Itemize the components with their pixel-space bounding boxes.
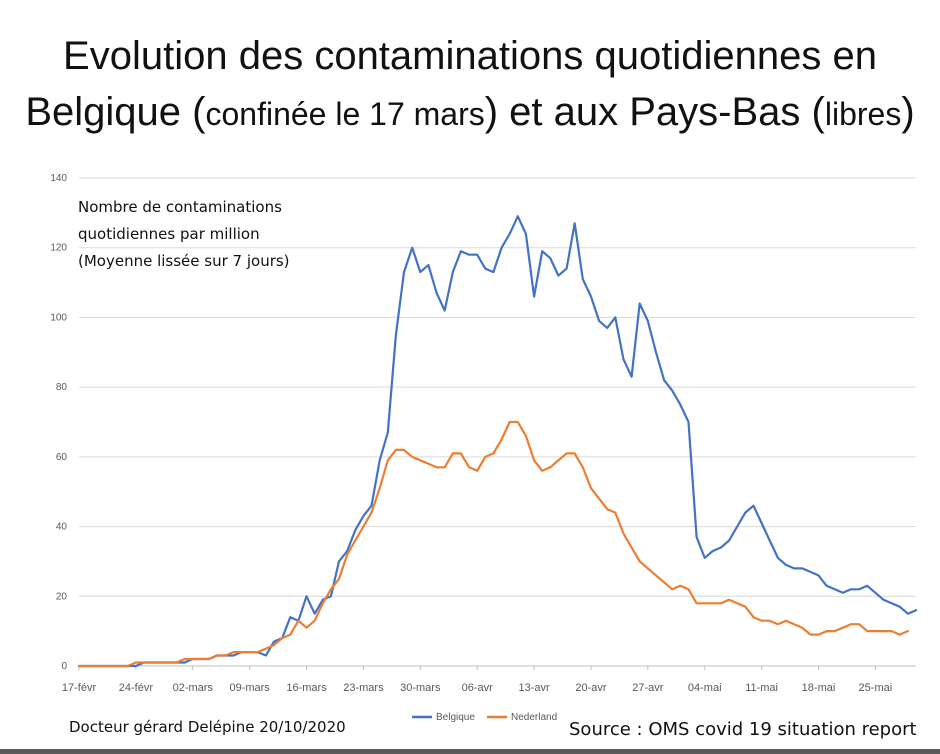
x-tick-label: 18-mai <box>802 682 836 694</box>
annotation-line-2: quotidiennes par million <box>78 225 260 243</box>
y-tick-label: 20 <box>56 591 68 602</box>
legend-label-nederland: Nederland <box>511 712 557 723</box>
y-tick-label: 80 <box>56 382 68 393</box>
x-tick-label: 13-avr <box>518 682 550 694</box>
y-axis-ticks: 0 20 40 60 80 100 120 140 <box>50 173 67 672</box>
x-tick-label: 27-avr <box>632 682 664 694</box>
x-tick-label: 02-mars <box>173 682 214 694</box>
series-line-belgique <box>77 215 918 668</box>
x-tick-label: 04-mai <box>688 682 722 694</box>
title-line-1: Evolution des contaminations quotidienne… <box>63 34 877 78</box>
x-tick-label: 11-mai <box>745 682 778 694</box>
gridlines <box>79 177 916 667</box>
x-tick-label: 17-févr <box>62 682 97 694</box>
title-line-2: Belgique (confinée le 17 mars) et aux Pa… <box>25 90 915 134</box>
y-tick-label: 100 <box>50 312 67 323</box>
source-note: Source : OMS covid 19 situation report <box>569 719 917 740</box>
y-tick-label: 60 <box>56 452 68 463</box>
series-lines <box>77 215 918 668</box>
x-tick-label: 24-févr <box>119 682 154 694</box>
series-line-nederland <box>77 420 910 668</box>
y-tick-label: 140 <box>50 173 67 184</box>
bottom-border <box>0 749 940 754</box>
legend-label-belgique: Belgique <box>436 712 475 723</box>
y-tick-label: 40 <box>56 522 68 533</box>
x-tick-label: 09-mars <box>229 682 270 694</box>
author-credit: Docteur gérard Delépine 20/10/2020 <box>69 718 346 736</box>
x-tick-label: 16-mars <box>286 682 327 694</box>
x-tick-label: 23-mars <box>343 682 384 694</box>
x-tick-label: 30-mars <box>400 682 441 694</box>
y-tick-label: 120 <box>50 243 67 254</box>
y-tick-label: 0 <box>61 661 67 672</box>
x-tick-label: 20-avr <box>575 682 607 694</box>
legend: Belgique Nederland <box>412 712 557 723</box>
x-axis-ticks: 17-févr 24-févr 02-mars 09-mars 16-mars 23-ma… <box>62 666 892 694</box>
x-tick-label: 06-avr <box>462 682 494 694</box>
annotation-line-3: (Moyenne lissée sur 7 jours) <box>78 252 290 270</box>
annotation-line-1: Nombre de contaminations <box>78 198 282 216</box>
x-tick-label: 25-mai <box>859 682 893 694</box>
chart-title: Evolution des contaminations quotidienne… <box>0 28 940 142</box>
y-axis-annotation: Nombre de contaminations quotidiennes pa… <box>78 194 290 275</box>
